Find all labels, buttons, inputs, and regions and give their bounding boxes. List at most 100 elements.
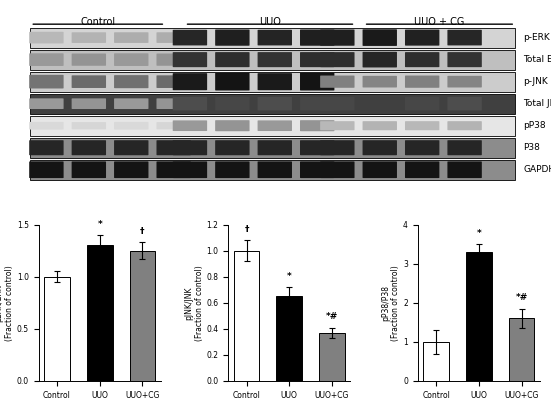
FancyBboxPatch shape [114,32,148,43]
FancyBboxPatch shape [156,162,191,178]
Text: Control: Control [80,17,115,27]
FancyBboxPatch shape [363,162,397,178]
FancyBboxPatch shape [156,140,191,155]
FancyBboxPatch shape [30,50,515,70]
Bar [277,296,302,381]
FancyBboxPatch shape [405,162,439,178]
FancyBboxPatch shape [156,53,191,66]
FancyBboxPatch shape [215,97,250,111]
FancyBboxPatch shape [405,30,439,46]
FancyBboxPatch shape [447,162,482,178]
FancyBboxPatch shape [257,52,292,67]
Bar [87,245,112,381]
Text: pP38: pP38 [523,121,546,130]
FancyBboxPatch shape [257,162,292,178]
FancyBboxPatch shape [215,52,250,67]
FancyBboxPatch shape [114,75,148,88]
FancyBboxPatch shape [156,32,191,43]
FancyBboxPatch shape [363,140,397,155]
FancyBboxPatch shape [30,72,515,91]
FancyBboxPatch shape [72,162,106,178]
Text: *: * [477,229,481,238]
FancyBboxPatch shape [172,162,207,178]
Text: UUO: UUO [259,17,281,27]
Bar [44,277,70,381]
FancyBboxPatch shape [257,30,292,45]
FancyBboxPatch shape [363,76,397,87]
FancyBboxPatch shape [215,162,250,178]
FancyBboxPatch shape [29,98,63,109]
FancyBboxPatch shape [363,52,397,67]
FancyBboxPatch shape [72,98,106,109]
Text: P38: P38 [523,143,541,152]
FancyBboxPatch shape [257,97,292,111]
Text: †: † [140,227,145,236]
FancyBboxPatch shape [30,138,515,158]
Text: *: * [98,220,102,229]
FancyBboxPatch shape [405,121,439,130]
FancyBboxPatch shape [29,140,63,155]
FancyBboxPatch shape [363,29,397,46]
FancyBboxPatch shape [215,30,250,46]
Text: GAPDH: GAPDH [523,165,551,174]
FancyBboxPatch shape [172,120,207,131]
Bar [234,251,260,381]
FancyBboxPatch shape [447,121,482,130]
Text: Total ERK: Total ERK [523,55,551,64]
FancyBboxPatch shape [300,30,334,46]
FancyBboxPatch shape [215,140,250,155]
FancyBboxPatch shape [30,28,515,48]
Text: p-JNK: p-JNK [523,77,548,86]
FancyBboxPatch shape [29,122,63,130]
FancyBboxPatch shape [72,140,106,155]
Bar [423,342,449,381]
FancyBboxPatch shape [29,32,63,43]
FancyBboxPatch shape [72,32,106,43]
Y-axis label: pERK/ERK
(Fraction of control): pERK/ERK (Fraction of control) [0,265,14,340]
Bar [509,318,534,381]
FancyBboxPatch shape [300,73,334,91]
Text: Total JNK: Total JNK [523,99,551,108]
FancyBboxPatch shape [320,75,354,88]
FancyBboxPatch shape [114,140,148,155]
FancyBboxPatch shape [300,162,334,178]
FancyBboxPatch shape [300,120,334,131]
Y-axis label: pJNK/JNK
(Fraction of control): pJNK/JNK (Fraction of control) [184,265,203,340]
FancyBboxPatch shape [363,121,397,130]
FancyBboxPatch shape [172,30,207,45]
FancyBboxPatch shape [320,140,354,155]
Text: *#: *# [326,312,338,321]
FancyBboxPatch shape [447,97,482,111]
FancyBboxPatch shape [300,140,334,155]
FancyBboxPatch shape [447,140,482,155]
FancyBboxPatch shape [320,162,354,178]
FancyBboxPatch shape [300,97,334,111]
FancyBboxPatch shape [30,94,515,113]
Text: *#: *# [516,294,528,302]
FancyBboxPatch shape [172,73,207,90]
FancyBboxPatch shape [172,140,207,155]
FancyBboxPatch shape [320,121,354,130]
FancyBboxPatch shape [29,53,63,66]
FancyBboxPatch shape [320,52,354,67]
FancyBboxPatch shape [156,98,191,109]
FancyBboxPatch shape [257,140,292,155]
FancyBboxPatch shape [320,97,354,111]
Bar [466,252,491,381]
FancyBboxPatch shape [114,122,148,130]
FancyBboxPatch shape [405,140,439,155]
FancyBboxPatch shape [405,75,439,88]
FancyBboxPatch shape [30,160,515,180]
FancyBboxPatch shape [156,122,191,130]
FancyBboxPatch shape [114,162,148,178]
FancyBboxPatch shape [114,98,148,109]
FancyBboxPatch shape [405,97,439,111]
FancyBboxPatch shape [447,76,482,87]
FancyBboxPatch shape [363,97,397,111]
FancyBboxPatch shape [172,97,207,111]
FancyBboxPatch shape [29,162,63,178]
FancyBboxPatch shape [447,52,482,67]
FancyBboxPatch shape [215,73,250,91]
FancyBboxPatch shape [447,30,482,45]
FancyBboxPatch shape [30,116,515,136]
